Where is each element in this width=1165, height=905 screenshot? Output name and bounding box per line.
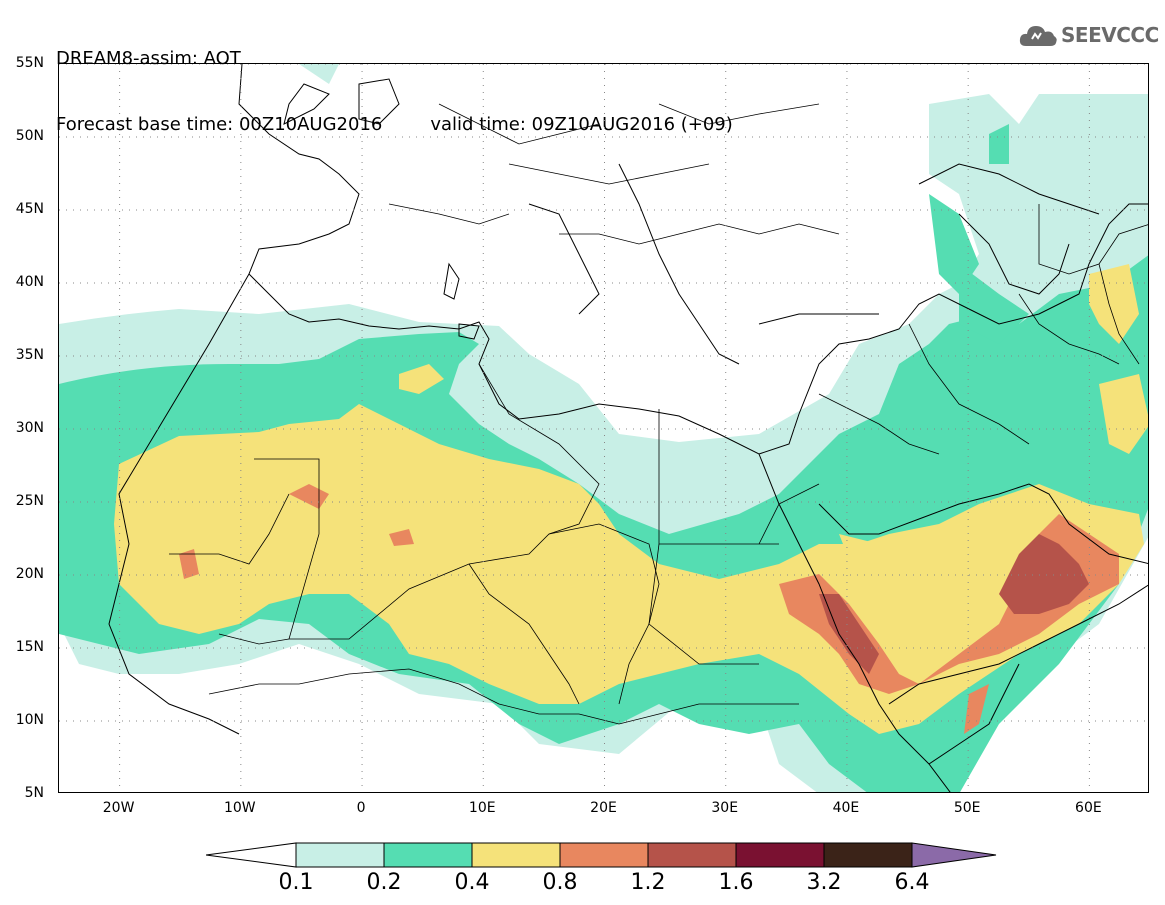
colorbar-label: 0.8 bbox=[542, 870, 578, 895]
colorbar-high-triangle bbox=[911, 842, 997, 868]
colorbar-label: 3.2 bbox=[806, 870, 842, 895]
lon-label: 20E bbox=[590, 800, 617, 816]
aot-map bbox=[59, 64, 1148, 792]
colorbar-label: 1.2 bbox=[630, 870, 666, 895]
lon-label: 10W bbox=[223, 800, 256, 816]
cloud-icon bbox=[1019, 26, 1057, 46]
lat-label: 50N bbox=[15, 128, 44, 144]
colorbar-label: 1.6 bbox=[718, 870, 754, 895]
lon-label: 40E bbox=[832, 800, 860, 816]
lon-label: 10E bbox=[468, 800, 496, 816]
colorbar-bin-5 bbox=[647, 842, 737, 868]
colorbar-label: 0.1 bbox=[278, 870, 314, 895]
lat-label: 35N bbox=[15, 347, 44, 363]
colorbar-bin-6 bbox=[735, 842, 825, 868]
lat-label: 15N bbox=[15, 639, 44, 655]
lat-label: 30N bbox=[15, 420, 44, 436]
aot-level-1-2 bbox=[819, 534, 1089, 674]
lon-label: 60E bbox=[1075, 800, 1102, 816]
colorbar-bin-2 bbox=[383, 842, 473, 868]
lat-label: 10N bbox=[15, 712, 44, 728]
colorbar-bin-7 bbox=[823, 842, 913, 868]
lat-label: 55N bbox=[15, 55, 44, 71]
lat-label: 20N bbox=[15, 566, 44, 582]
colorbar-bin-3 bbox=[471, 842, 561, 868]
coastlines bbox=[108, 64, 1148, 792]
lon-label: 20W bbox=[102, 800, 135, 816]
title-line-2: Forecast base time: 00Z10AUG2016 valid ti… bbox=[56, 114, 733, 136]
lon-label: 30E bbox=[711, 800, 739, 816]
lat-label: 5N bbox=[24, 785, 44, 801]
colorbar-bin-1 bbox=[295, 842, 385, 868]
colorbar-bin-4 bbox=[559, 842, 649, 868]
map-panel bbox=[58, 63, 1149, 793]
logo-text: SEEVCCC bbox=[1061, 23, 1159, 47]
country-borders bbox=[169, 103, 1148, 725]
colorbar-label: 6.4 bbox=[894, 870, 930, 895]
colorbar bbox=[206, 842, 997, 868]
lat-label: 40N bbox=[15, 274, 44, 290]
lon-label: 0 bbox=[356, 800, 366, 816]
lat-label: 25N bbox=[15, 493, 44, 509]
colorbar-label: 0.2 bbox=[366, 870, 402, 895]
forecast-base-time: Forecast base time: 00Z10AUG2016 bbox=[56, 114, 383, 135]
seevccc-logo: SEEVCCC bbox=[1018, 22, 1159, 48]
lat-label: 45N bbox=[15, 201, 44, 217]
grid-lines bbox=[59, 64, 1148, 792]
map-title: DREAM8-assim: AOT Forecast base time: 00… bbox=[56, 4, 733, 158]
lon-label: 50E bbox=[953, 800, 981, 816]
colorbar-label: 0.4 bbox=[454, 870, 490, 895]
colorbar-low-triangle bbox=[206, 842, 297, 868]
aot-level-0-4 bbox=[114, 264, 1148, 734]
